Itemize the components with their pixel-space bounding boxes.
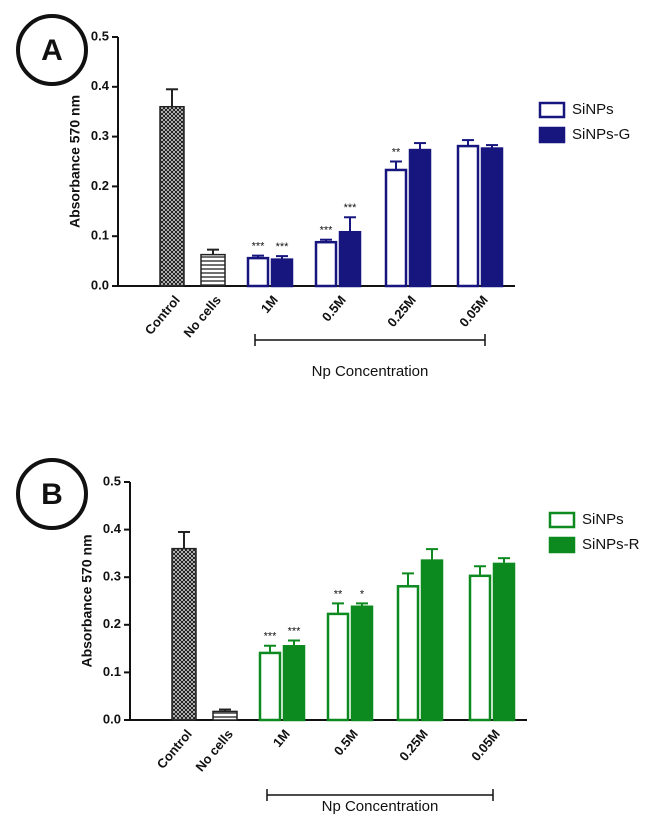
significance-label: *** xyxy=(276,241,290,253)
significance-label: *** xyxy=(320,225,334,237)
y-tick-label: 0.3 xyxy=(103,569,121,584)
bar xyxy=(246,256,270,288)
legend-label: SiNPs xyxy=(572,101,614,118)
legend-swatch xyxy=(538,101,566,119)
control-bar xyxy=(200,253,226,287)
bar xyxy=(314,240,338,288)
significance-label: *** xyxy=(264,631,278,643)
legend-label: SiNPs xyxy=(582,511,624,528)
bar xyxy=(270,258,294,288)
panel-circle xyxy=(16,14,88,86)
bar xyxy=(396,585,420,722)
x-group-label: Np Concentration xyxy=(322,798,439,815)
y-axis-label: Absorbance 570 nm xyxy=(79,534,95,667)
x-tick-label: 0.5M xyxy=(319,292,349,324)
x-tick-label: 0.05M xyxy=(456,292,491,329)
y-axis-label: Absorbance 570 nm xyxy=(67,95,83,228)
y-tick-label: 0.1 xyxy=(103,664,121,679)
significance-label: *** xyxy=(288,625,302,637)
x-tick-label: 0.25M xyxy=(384,292,419,329)
bar xyxy=(350,605,374,722)
bar xyxy=(480,147,504,288)
x-tick-label: 0.05M xyxy=(468,726,503,763)
y-tick-label: 0.4 xyxy=(103,521,122,536)
bar xyxy=(468,574,492,722)
legend-swatch xyxy=(548,511,576,529)
x-tick-label: Control xyxy=(142,292,183,337)
panel-circle xyxy=(16,458,88,530)
y-tick-label: 0.1 xyxy=(91,228,109,243)
significance-label: *** xyxy=(344,202,358,214)
x-tick-label: 0.5M xyxy=(331,726,361,758)
y-tick-label: 0.0 xyxy=(91,277,109,292)
bar xyxy=(326,612,350,722)
y-tick-label: 0.2 xyxy=(91,178,109,193)
bar xyxy=(408,148,432,288)
x-tick-label: 1M xyxy=(258,292,281,315)
control-bar xyxy=(171,547,197,721)
significance-label: ** xyxy=(334,588,343,600)
legend-label: SiNPs-G xyxy=(572,126,630,143)
bar xyxy=(384,168,408,288)
y-tick-label: 0.3 xyxy=(91,128,109,143)
bar xyxy=(258,651,282,722)
control-bar xyxy=(212,710,238,721)
significance-label: *** xyxy=(252,241,266,253)
legend-swatch xyxy=(538,126,566,144)
panel-label: A xyxy=(41,34,63,67)
legend-swatch xyxy=(548,536,576,554)
x-tick-label: No cells xyxy=(180,292,224,340)
y-tick-label: 0.4 xyxy=(91,78,110,93)
legend-label: SiNPs-R xyxy=(582,536,640,553)
bar xyxy=(456,144,480,288)
x-group-label: Np Concentration xyxy=(312,363,429,380)
y-tick-label: 0.5 xyxy=(91,28,109,43)
y-tick-label: 0.2 xyxy=(103,616,121,631)
y-tick-label: 0.5 xyxy=(103,473,121,488)
significance-label: ** xyxy=(392,146,401,158)
x-tick-label: 1M xyxy=(270,726,293,749)
panel-label: B xyxy=(41,478,63,511)
control-bar xyxy=(159,105,185,287)
bar xyxy=(420,559,444,722)
y-tick-label: 0.0 xyxy=(103,711,121,726)
x-tick-label: Control xyxy=(154,726,195,771)
x-tick-label: No cells xyxy=(192,726,236,774)
significance-label: * xyxy=(360,588,365,600)
bar xyxy=(338,230,362,288)
bar xyxy=(282,645,306,722)
bar xyxy=(492,562,516,722)
x-tick-label: 0.25M xyxy=(396,726,431,763)
